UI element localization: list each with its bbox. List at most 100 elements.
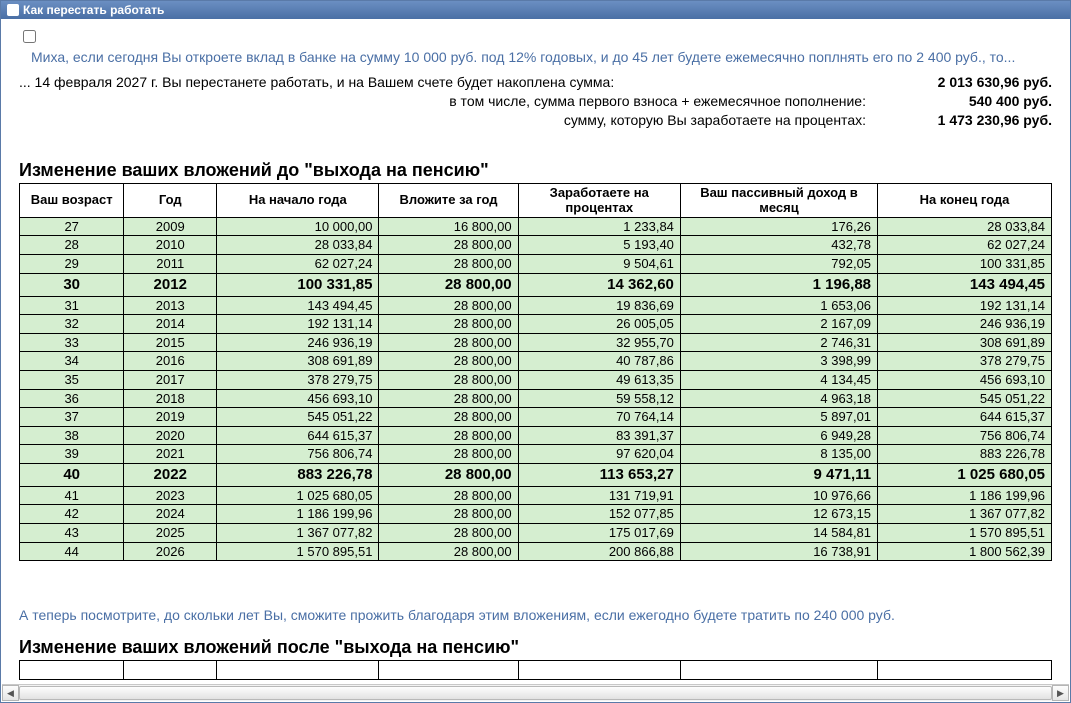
section1-title: Изменение ваших вложений до "выхода на п… [19, 160, 1052, 181]
cell: 883 226,78 [878, 445, 1052, 464]
cell: 2022 [124, 463, 217, 486]
cell: 2011 [124, 254, 217, 273]
table-row: 362018456 693,1028 800,0059 558,124 963,… [20, 389, 1052, 408]
cell: 28 800,00 [379, 315, 518, 334]
app-icon [7, 4, 19, 16]
col-earn: Заработаете на процентах [518, 183, 680, 217]
cell: 1 367 077,82 [878, 505, 1052, 524]
cell: 83 391,37 [518, 426, 680, 445]
summary-line3-right: 1 473 230,96 руб. [882, 111, 1052, 130]
cell: 5 897,01 [680, 408, 877, 427]
cell: 40 787,86 [518, 352, 680, 371]
cell: 10 976,66 [680, 486, 877, 505]
table-row: 352017378 279,7528 800,0049 613,354 134,… [20, 370, 1052, 389]
cell: 28 800,00 [379, 236, 518, 255]
cell: 1 186 199,96 [878, 486, 1052, 505]
cell: 12 673,15 [680, 505, 877, 524]
cell: 35 [20, 370, 124, 389]
cell: 1 186 199,96 [217, 505, 379, 524]
cell: 176,26 [680, 217, 877, 236]
cell: 456 693,10 [217, 389, 379, 408]
table-row: 342016308 691,8928 800,0040 787,863 398,… [20, 352, 1052, 371]
cell: 113 653,27 [518, 463, 680, 486]
cell: 36 [20, 389, 124, 408]
table-row: 332015246 936,1928 800,0032 955,702 746,… [20, 333, 1052, 352]
cell: 644 615,37 [878, 408, 1052, 427]
intro-text: Миха, если сегодня Вы откроете вклад в б… [31, 48, 1052, 67]
horizontal-scrollbar[interactable]: ◀ ▶ [2, 684, 1069, 701]
cell: 59 558,12 [518, 389, 680, 408]
scroll-thumb[interactable] [19, 686, 1052, 700]
cell: 1 800 562,39 [878, 542, 1052, 561]
cell: 32 955,70 [518, 333, 680, 352]
table-row: 382020644 615,3728 800,0083 391,376 949,… [20, 426, 1052, 445]
t2-c5 [518, 661, 680, 680]
summary-line2-right: 540 400 руб. [882, 92, 1052, 111]
cell: 308 691,89 [217, 352, 379, 371]
cell: 28 800,00 [379, 524, 518, 543]
cell: 1 653,06 [680, 296, 877, 315]
cell: 33 [20, 333, 124, 352]
cell: 2026 [124, 542, 217, 561]
cell: 40 [20, 463, 124, 486]
cell: 100 331,85 [878, 254, 1052, 273]
cell: 41 [20, 486, 124, 505]
cell: 31 [20, 296, 124, 315]
cell: 545 051,22 [878, 389, 1052, 408]
cell: 432,78 [680, 236, 877, 255]
cell: 792,05 [680, 254, 877, 273]
table-header-row: Ваш возраст Год На начало года Вложите з… [20, 183, 1052, 217]
col-year: Год [124, 183, 217, 217]
cell: 756 806,74 [217, 445, 379, 464]
cell: 2017 [124, 370, 217, 389]
scroll-track[interactable] [19, 685, 1052, 701]
cell: 2020 [124, 426, 217, 445]
t2-c7 [878, 661, 1052, 680]
scroll-right-button[interactable]: ▶ [1052, 685, 1069, 701]
cell: 456 693,10 [878, 370, 1052, 389]
cell: 152 077,85 [518, 505, 680, 524]
cell: 28 800,00 [379, 505, 518, 524]
table-row: 4320251 367 077,8228 800,00175 017,6914 … [20, 524, 1052, 543]
cell: 2024 [124, 505, 217, 524]
cell: 28 800,00 [379, 352, 518, 371]
cell: 1 025 680,05 [217, 486, 379, 505]
cell: 28 800,00 [379, 486, 518, 505]
cell: 16 738,91 [680, 542, 877, 561]
cell: 2 167,09 [680, 315, 877, 334]
cell: 26 005,05 [518, 315, 680, 334]
cell: 28 800,00 [379, 273, 518, 296]
cell: 28 800,00 [379, 333, 518, 352]
col-end: На конец года [878, 183, 1052, 217]
cell: 2015 [124, 333, 217, 352]
cell: 2021 [124, 445, 217, 464]
section2-title: Изменение ваших вложений после "выхода н… [19, 637, 1052, 658]
cell: 9 504,61 [518, 254, 680, 273]
cell: 34 [20, 352, 124, 371]
table-row: 27200910 000,0016 800,001 233,84176,2628… [20, 217, 1052, 236]
summary-block: ... 14 февраля 2027 г. Вы перестанете ра… [19, 73, 1052, 130]
cell: 29 [20, 254, 124, 273]
option-checkbox[interactable] [23, 30, 36, 43]
titlebar[interactable]: Как перестать работать [1, 1, 1070, 19]
content-area: Миха, если сегодня Вы откроете вклад в б… [1, 19, 1070, 702]
cell: 30 [20, 273, 124, 296]
cell: 28 800,00 [379, 426, 518, 445]
cell: 2019 [124, 408, 217, 427]
post-note: А теперь посмотрите, до скольки лет Вы, … [19, 607, 1052, 623]
summary-line1-left: ... 14 февраля 2027 г. Вы перестанете ра… [19, 73, 882, 92]
cell: 28 800,00 [379, 370, 518, 389]
cell: 545 051,22 [217, 408, 379, 427]
cell: 37 [20, 408, 124, 427]
cell: 28 800,00 [379, 408, 518, 427]
cell: 28 800,00 [379, 389, 518, 408]
scroll-left-button[interactable]: ◀ [2, 685, 19, 701]
cell: 308 691,89 [878, 333, 1052, 352]
table-row: 322014192 131,1428 800,0026 005,052 167,… [20, 315, 1052, 334]
cell: 2018 [124, 389, 217, 408]
cell: 6 949,28 [680, 426, 877, 445]
table-row: 392021756 806,7428 800,0097 620,048 135,… [20, 445, 1052, 464]
table-row: 312013143 494,4528 800,0019 836,691 653,… [20, 296, 1052, 315]
cell: 3 398,99 [680, 352, 877, 371]
cell: 100 331,85 [217, 273, 379, 296]
